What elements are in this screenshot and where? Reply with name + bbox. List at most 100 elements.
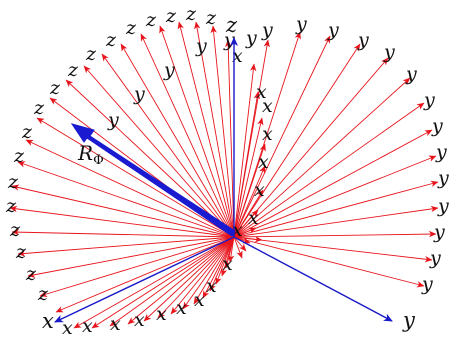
rotated-y-axis (233, 43, 361, 238)
rotated-x-label: x (232, 45, 243, 67)
rotated-y-label: y (107, 109, 119, 131)
rotated-x-label: x (256, 81, 267, 103)
rotated-y-axis (233, 39, 270, 238)
rotated-z-axis (36, 117, 235, 238)
rotated-x-axis (143, 236, 235, 322)
rotated-z-axis (101, 53, 235, 238)
rotated-x-axis (127, 236, 235, 325)
rotated-z-label: z (67, 59, 79, 81)
rotated-axis-stub (233, 236, 263, 243)
base-y-label: y (402, 308, 416, 332)
rotated-y-label: y (195, 35, 207, 57)
rotated-z-axis (83, 65, 235, 238)
rotated-y-label: y (327, 19, 339, 41)
rotated-x-axis (109, 236, 235, 327)
rotated-x-label: x (62, 317, 73, 339)
rotated-y-axis (233, 180, 439, 238)
rotated-y-axis (233, 102, 425, 238)
base-x-label: x (42, 309, 54, 333)
rotated-x-axis (91, 236, 235, 329)
rotated-z-label: z (145, 9, 157, 31)
rotated-x-label: x (248, 207, 259, 229)
rotated-axis-stub (233, 227, 257, 238)
base-x-axis (54, 236, 235, 323)
rotated-z-label: z (25, 263, 37, 285)
rotated-y-label: y (295, 13, 307, 35)
rotated-z-axis (225, 39, 235, 238)
rotated-z-label: z (205, 7, 217, 29)
rotated-y-axis (233, 129, 433, 238)
rotated-y-label: y (261, 19, 273, 41)
rotated-x-label: x (156, 303, 167, 325)
rotated-z-label: z (165, 5, 177, 27)
rotated-y-axis (233, 57, 389, 238)
rotated-z-label: z (125, 17, 137, 39)
rotated-y-axis (233, 205, 439, 238)
rotated-axis-stub (233, 236, 243, 259)
rotated-z-label: z (105, 29, 117, 51)
rotated-z-label: z (7, 171, 19, 193)
rotated-x-label: x (206, 275, 217, 297)
rotated-z-axis (177, 21, 235, 238)
base-frame-group: x y z (42, 13, 416, 333)
rotated-y-label: y (245, 27, 257, 49)
rotation-vector-arrow (70, 123, 236, 237)
rotated-x-axis (209, 236, 235, 292)
rotated-x-axis (73, 236, 235, 329)
rotated-x-label: x (262, 123, 273, 145)
rotated-y-axis (233, 155, 437, 238)
rotated-z-axis (17, 161, 235, 238)
rotated-y-label: y (423, 89, 435, 111)
rotated-z-axis (55, 236, 235, 313)
rotated-x-label: x (232, 219, 243, 241)
rotated-z-axis (210, 25, 235, 238)
rotated-y-axis (233, 35, 331, 238)
rotation-vector-label: RΦ (77, 141, 104, 168)
rotated-z-axis (9, 205, 235, 238)
rotated-y-label: y (405, 63, 417, 85)
rotated-z-label: z (21, 121, 33, 143)
base-z-label: z (225, 13, 238, 37)
rotated-x-label: x (194, 289, 205, 311)
rotated-z-label: z (9, 219, 21, 241)
rotated-z-label: z (49, 77, 61, 99)
rotated-y-label: y (435, 141, 447, 163)
rotated-x-label: x (262, 95, 273, 117)
rotated-z-label: z (185, 3, 197, 25)
rotated-z-axis (194, 21, 235, 238)
rotated-z-axis (17, 236, 235, 257)
rotated-frames-group (9, 21, 439, 329)
rotated-x-axis (157, 236, 235, 319)
rotated-y-axis (233, 31, 301, 238)
rotated-y-axis (233, 63, 257, 238)
rotated-y-label: y (133, 83, 145, 105)
base-y-axis (233, 236, 393, 322)
rotated-y-axis (233, 77, 411, 238)
rotated-z-label: z (5, 195, 17, 217)
rotated-z-label: z (15, 241, 27, 263)
rotated-y-axis (233, 117, 264, 238)
rotated-x-label: x (110, 313, 121, 335)
rotated-y-label: y (429, 247, 441, 269)
rotated-x-label: x (254, 179, 265, 201)
rotated-x-label: x (258, 151, 269, 173)
rotated-y-axis (233, 236, 433, 263)
rotated-z-label: z (13, 145, 25, 167)
rotated-z-label: z (37, 283, 49, 305)
rotation-vector-group: RΦ (70, 123, 236, 237)
rotated-z-axis (27, 236, 235, 278)
rotated-y-label: y (437, 167, 449, 189)
rotated-x-axis (221, 236, 235, 277)
rotated-z-label: z (33, 97, 45, 119)
rotated-x-axis (182, 236, 235, 310)
rotated-y-label: y (357, 29, 369, 51)
rotated-y-label: y (383, 41, 395, 63)
rotated-y-label: y (163, 59, 175, 81)
rotated-z-axis (11, 184, 235, 238)
rotation-vector-subscript: Φ (93, 153, 104, 168)
rotated-y-label: y (437, 195, 449, 217)
rotated-y-axis (233, 230, 437, 238)
